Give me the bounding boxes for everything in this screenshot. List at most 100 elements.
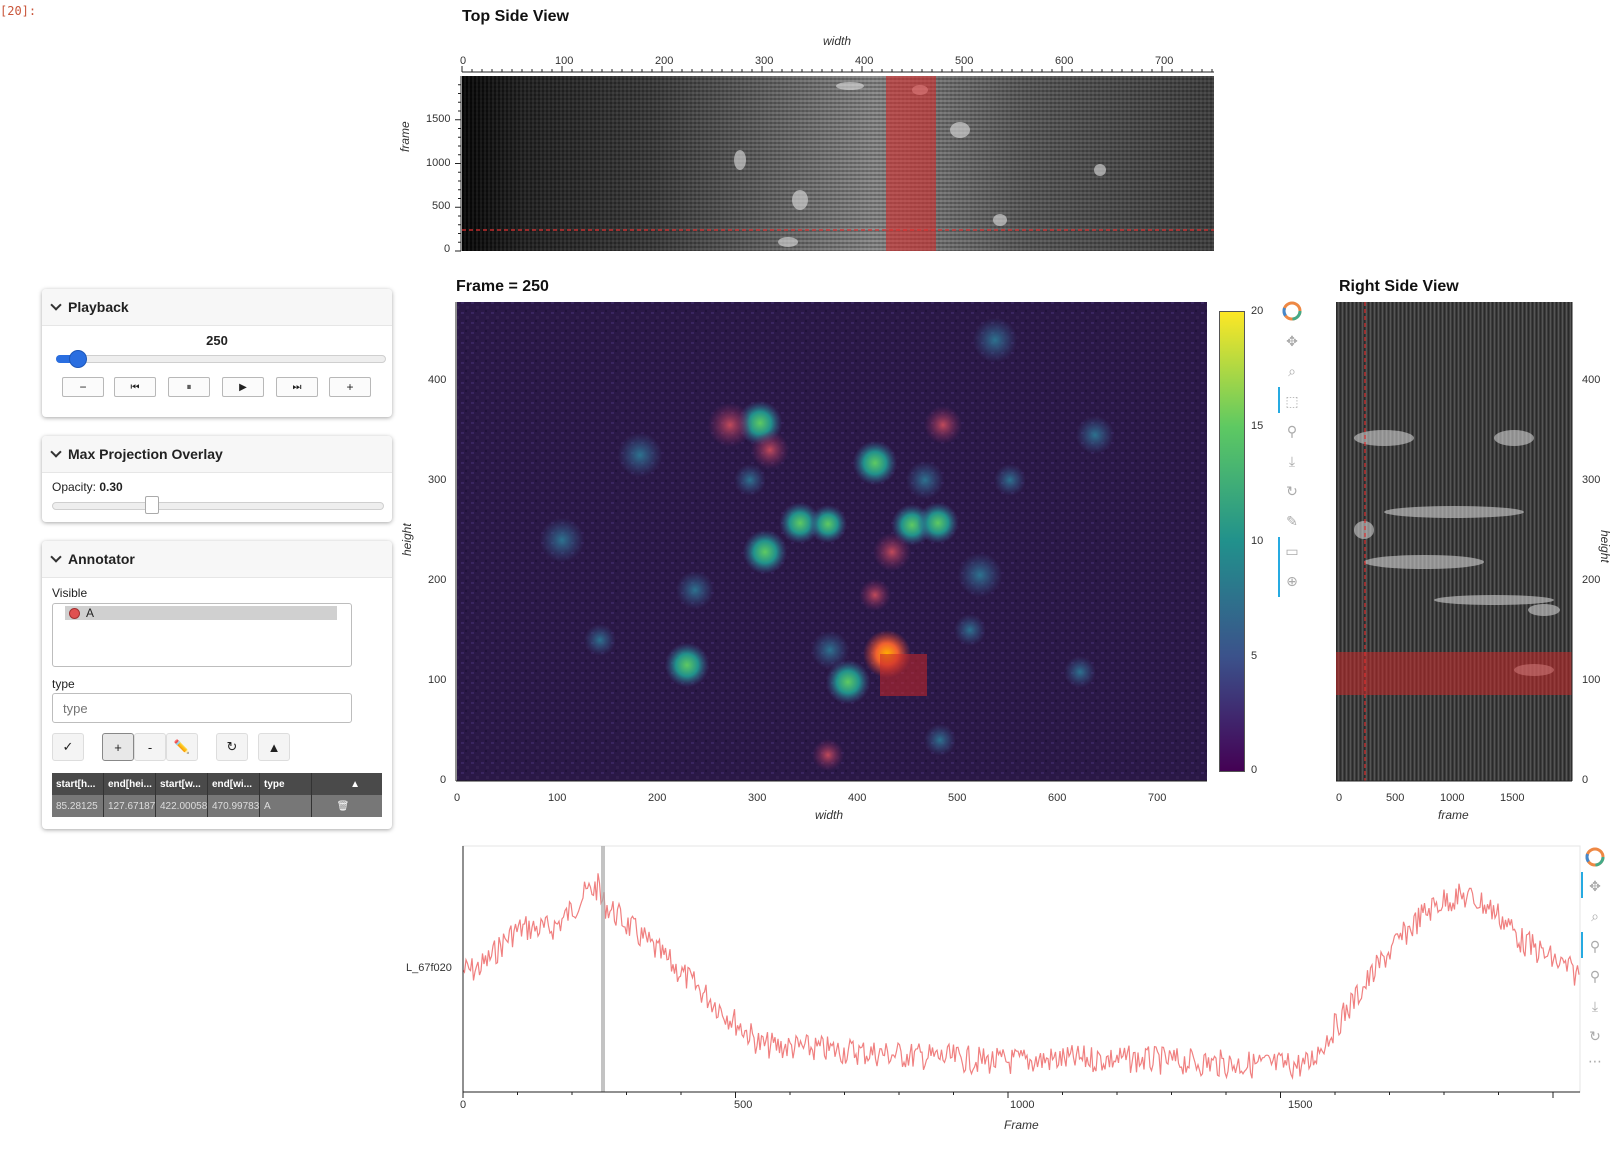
right-view-xtick: 0 (1336, 792, 1343, 804)
right-view-ylabel: height (1598, 530, 1612, 563)
overlay-header[interactable]: Max Projection Overlay (42, 436, 392, 473)
top-view-xtick: 700 (1155, 55, 1174, 67)
right-view-xtick: 500 (1386, 792, 1405, 804)
frame-view-xtick: 500 (948, 792, 967, 804)
colorbar (1219, 311, 1245, 772)
remove-annotation-button[interactable]: - (134, 733, 166, 761)
table-header[interactable]: start[h... (52, 773, 104, 795)
playback-header[interactable]: Playback (42, 289, 392, 326)
table-header[interactable]: end[hei... (104, 773, 156, 795)
table-header[interactable]: type (260, 773, 312, 795)
top-view-xtick: 400 (855, 55, 874, 67)
active-tool-indicator (1581, 872, 1583, 898)
right-view-ytick: 0 (1582, 774, 1589, 786)
wheel-zoom-icon[interactable]: ⚲ (1286, 422, 1298, 439)
annotator-header-label: Annotator (68, 551, 135, 567)
chevron-down-icon (50, 446, 62, 458)
top-view-xtick: 500 (955, 55, 974, 67)
collapse-button[interactable]: ▲ (258, 733, 290, 761)
sort-ascending-icon[interactable]: ▲ (350, 778, 360, 790)
ruler-icon[interactable]: ✎ (1286, 512, 1298, 529)
top-view-ytick: 1000 (426, 157, 451, 169)
trace-xtick: 500 (734, 1099, 753, 1111)
wheel-zoom-icon[interactable]: ⚲ (1589, 937, 1601, 954)
opacity-slider-thumb[interactable] (145, 496, 159, 514)
visible-option-a[interactable]: A (65, 606, 337, 620)
trace-line (462, 873, 1580, 1080)
frame-view-xtick: 100 (548, 792, 567, 804)
table-row[interactable]: 85.28125 127.671875 422.00058 470.99783 … (52, 795, 382, 817)
right-view-plot[interactable] (1334, 300, 1574, 786)
top-view-xtick: 100 (555, 55, 574, 67)
bokeh-logo-icon[interactable] (1281, 300, 1303, 322)
playback-slider-track[interactable] (56, 355, 386, 363)
opacity-slider-track[interactable] (52, 502, 384, 510)
trash-icon[interactable]: 🗑 (336, 800, 350, 812)
right-view-ytick: 100 (1582, 674, 1601, 686)
right-view-title: Right Side View (1339, 278, 1459, 295)
playback-value: 250 (206, 333, 228, 348)
right-view-ytick: 400 (1582, 374, 1601, 386)
annotation-box[interactable] (880, 654, 927, 696)
box-zoom-icon[interactable]: ⌕ (1288, 362, 1296, 379)
pause-button[interactable]: ⏸ (168, 377, 210, 397)
frame-view-ytick: 200 (428, 574, 447, 586)
trace-xtick: 1500 (1288, 1099, 1313, 1111)
playback-slider-thumb[interactable] (68, 350, 87, 368)
annotator-header[interactable]: Annotator (42, 541, 392, 578)
top-view-xtick: 0 (460, 55, 467, 67)
annotator-card: Annotator Visible A type ✓ + - ✏️ ↻ ▲ st… (42, 541, 392, 829)
box-select-icon[interactable]: ⬚ (1285, 392, 1299, 409)
top-view-ytick: 500 (432, 200, 451, 212)
playback-header-label: Playback (68, 299, 129, 315)
active-tool-indicator (1581, 932, 1583, 958)
add-annotation-button[interactable]: + (102, 733, 134, 761)
reset-icon[interactable]: ↻ (1589, 1027, 1601, 1044)
frame-view-xtick: 600 (1048, 792, 1067, 804)
frame-view-title: Frame = 250 (456, 278, 549, 295)
frame-view-ytick: 400 (428, 374, 447, 386)
top-view-xtick: 300 (755, 55, 774, 67)
top-view-xtick: 600 (1055, 55, 1074, 67)
first-frame-button[interactable]: ⏮ (114, 377, 156, 397)
crosshair-icon[interactable]: ⊕ (1286, 572, 1298, 589)
edit-pencil-button[interactable]: ✏️ (166, 733, 198, 761)
save-icon[interactable]: ⤓ (1591, 997, 1599, 1014)
more-icon[interactable]: ⋯ (1588, 1052, 1602, 1069)
reset-icon[interactable]: ↻ (1286, 482, 1298, 499)
table-header[interactable]: start[w... (156, 773, 208, 795)
cell-execution-label: [20]: (0, 4, 37, 18)
hover-icon[interactable]: ▭ (1285, 542, 1299, 559)
confirm-button[interactable]: ✓ (52, 733, 84, 761)
frame-view-plot[interactable] (450, 300, 1210, 790)
pan-icon[interactable]: ✥ (1286, 332, 1298, 349)
colorbar-tick: 0 (1251, 764, 1258, 776)
type-input[interactable] (52, 693, 352, 723)
step-forward-button[interactable]: + (329, 377, 371, 397)
visible-option-label: A (86, 606, 95, 620)
trace-plot[interactable] (460, 840, 1585, 1100)
frame-view-ytick: 300 (428, 474, 447, 486)
play-button[interactable]: ▶ (222, 377, 264, 397)
frame-view-xtick: 700 (1148, 792, 1167, 804)
table-cell: A (260, 795, 312, 817)
playback-card: Playback 250 − ⏮ ⏸ ▶ ⏭ + (42, 289, 392, 417)
wheel-zoom-y-icon[interactable]: ⚲ (1589, 967, 1601, 984)
opacity-value: 0.30 (99, 480, 123, 494)
frame-view-ytick: 0 (440, 774, 447, 786)
chevron-down-icon (50, 551, 62, 563)
top-view-xtick: 200 (655, 55, 674, 67)
box-zoom-icon[interactable]: ⌕ (1591, 907, 1599, 924)
frame-view-xtick: 300 (748, 792, 767, 804)
bokeh-logo-icon[interactable] (1584, 846, 1606, 868)
table-header[interactable]: end[wi... (208, 773, 260, 795)
top-view-plot[interactable] (400, 50, 1220, 260)
last-frame-button[interactable]: ⏭ (276, 377, 318, 397)
active-tool-indicator (1278, 537, 1280, 597)
refresh-button[interactable]: ↻ (216, 733, 248, 761)
step-back-button[interactable]: − (62, 377, 104, 397)
top-view-title: Top Side View (462, 8, 569, 25)
save-icon[interactable]: ⤓ (1288, 452, 1296, 469)
pan-icon[interactable]: ✥ (1589, 877, 1601, 894)
visible-multiselect[interactable]: A (52, 603, 352, 667)
